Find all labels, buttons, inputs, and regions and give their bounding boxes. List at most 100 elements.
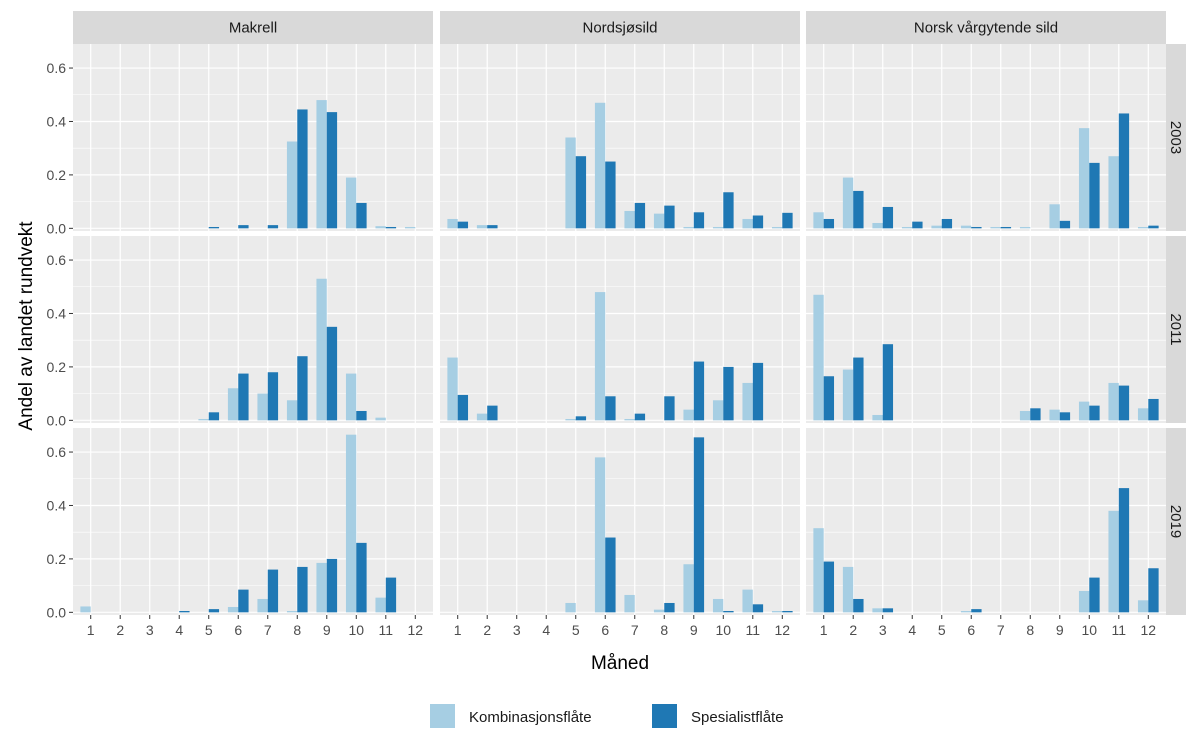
y-tick-label: 0.6	[47, 444, 67, 460]
x-tick-label: 7	[997, 622, 1005, 638]
strip-label-2019: 2019	[1167, 505, 1184, 538]
bar-spesialistflate-m6	[971, 226, 982, 229]
strip-2019	[1166, 428, 1186, 615]
bar-spesialistflate-m9	[1059, 412, 1071, 421]
bar-kombinasjonsflate-m7	[990, 226, 1001, 229]
panels-layer	[73, 44, 1166, 615]
bar-spesialistflate-m3	[882, 206, 894, 229]
bar-kombinasjonsflate-m3	[872, 608, 883, 613]
bar-kombinasjonsflate-m5	[565, 602, 576, 613]
bar-spesialistflate-m2	[853, 357, 864, 421]
bar-kombinasjonsflate-m9	[683, 226, 694, 229]
x-tick-label: 2	[116, 622, 124, 638]
x-tick-label: 1	[87, 622, 95, 638]
bar-spesialistflate-m12	[1148, 225, 1159, 229]
bar-kombinasjonsflate-m8	[286, 141, 298, 229]
bar-kombinasjonsflate-m7	[624, 210, 635, 229]
bar-kombinasjonsflate-m9	[316, 100, 327, 229]
bar-spesialistflate-m9	[693, 212, 705, 229]
x-axis-title: Måned	[591, 653, 649, 674]
bar-kombinasjonsflate-m7	[624, 594, 635, 613]
bar-spesialistflate-m2	[487, 225, 498, 229]
x-tick-label: 12	[408, 622, 424, 638]
bar-kombinasjonsflate-m11	[742, 589, 753, 613]
bar-kombinasjonsflate-m5	[198, 418, 209, 421]
bar-kombinasjonsflate-m7	[257, 598, 268, 613]
bar-kombinasjonsflate-m8	[1019, 226, 1031, 229]
bar-spesialistflate-m7	[634, 413, 646, 421]
bar-spesialistflate-m3	[882, 608, 894, 613]
bar-spesialistflate-m1	[823, 218, 835, 229]
bar-spesialistflate-m12	[782, 610, 793, 613]
x-tick-label: 10	[348, 622, 364, 638]
bar-spesialistflate-m10	[1089, 162, 1100, 229]
bar-kombinasjonsflate-m1	[813, 212, 824, 229]
bar-spesialistflate-m11	[752, 604, 764, 613]
bar-kombinasjonsflate-m12	[771, 226, 783, 229]
bar-kombinasjonsflate-m10	[345, 434, 357, 613]
strip-label-norsk-vargytende-sild: Norsk vårgytende sild	[914, 20, 1058, 37]
bar-spesialistflate-m11	[1118, 385, 1130, 421]
panel-background	[806, 428, 1166, 615]
bar-kombinasjonsflate-m1	[813, 294, 824, 421]
bar-spesialistflate-m10	[1089, 577, 1100, 613]
bar-spesialistflate-m9	[326, 112, 338, 229]
x-tick-label: 10	[715, 622, 731, 638]
bar-kombinasjonsflate-m12	[1137, 408, 1149, 421]
panel-2011-nordsjosild	[440, 236, 800, 423]
x-tick-label: 7	[631, 622, 639, 638]
bar-kombinasjonsflate-m11	[742, 382, 753, 421]
bar-kombinasjonsflate-m8	[286, 610, 298, 613]
bar-spesialistflate-m9	[326, 558, 338, 613]
bar-spesialistflate-m7	[267, 372, 279, 421]
bar-spesialistflate-m8	[664, 396, 675, 421]
bar-spesialistflate-m10	[723, 366, 734, 421]
legend: Kombinasjonsflåte Spesialistflåte	[430, 704, 784, 729]
axes-layer: 0.00.20.40.60.00.20.40.60.00.20.40.61 2 3 4…	[47, 60, 1157, 638]
strip-label-nordsjosild: Nordsjøsild	[582, 20, 657, 37]
bar-spesialistflate-m6	[238, 225, 249, 229]
bar-spesialistflate-m1	[823, 376, 835, 421]
strips-layer: Makrell Nordsjøsild Norsk vårgytende sild 2…	[73, 11, 1186, 615]
bar-spesialistflate-m5	[208, 412, 220, 421]
bar-spesialistflate-m7	[1000, 226, 1012, 229]
bar-spesialistflate-m11	[752, 215, 764, 229]
x-tick-label: 9	[690, 622, 698, 638]
x-tick-label: 12	[1141, 622, 1157, 638]
panel-2019-nordsjosild	[440, 428, 800, 615]
bar-spesialistflate-m4	[912, 221, 923, 229]
panel-background	[440, 236, 800, 423]
panel-2003-makrell	[73, 44, 433, 231]
strip-makrell	[73, 11, 433, 44]
x-tick-label: 6	[601, 622, 609, 638]
bar-kombinasjonsflate-m9	[1049, 409, 1060, 421]
bar-spesialistflate-m5	[941, 218, 953, 229]
bar-spesialistflate-m10	[356, 410, 367, 421]
x-tick-label: 12	[775, 622, 791, 638]
bar-spesialistflate-m10	[356, 542, 367, 613]
panel-background	[440, 428, 800, 615]
bar-kombinasjonsflate-m10	[345, 177, 357, 229]
bar-kombinasjonsflate-m6	[594, 292, 606, 421]
bar-kombinasjonsflate-m9	[316, 562, 327, 613]
strip-label-makrell: Makrell	[229, 20, 277, 37]
x-tick-label: 5	[938, 622, 946, 638]
bar-kombinasjonsflate-m7	[257, 393, 268, 421]
bar-spesialistflate-m10	[723, 192, 734, 229]
bar-kombinasjonsflate-m12	[404, 226, 416, 229]
x-tick-label: 7	[264, 622, 272, 638]
bar-kombinasjonsflate-m12	[771, 610, 783, 613]
bar-spesialistflate-m1	[823, 561, 835, 613]
bar-kombinasjonsflate-m1	[813, 528, 824, 613]
y-tick-label: 0.0	[47, 412, 67, 428]
bar-kombinasjonsflate-m5	[565, 137, 576, 229]
bar-kombinasjonsflate-m11	[1108, 510, 1119, 613]
x-tick-label: 3	[513, 622, 521, 638]
bar-spesialistflate-m5	[208, 609, 220, 613]
panel-background	[73, 428, 433, 615]
bar-kombinasjonsflate-m4	[901, 226, 913, 229]
bar-spesialistflate-m8	[664, 205, 675, 229]
panel-2003-nordsjosild	[440, 44, 800, 231]
